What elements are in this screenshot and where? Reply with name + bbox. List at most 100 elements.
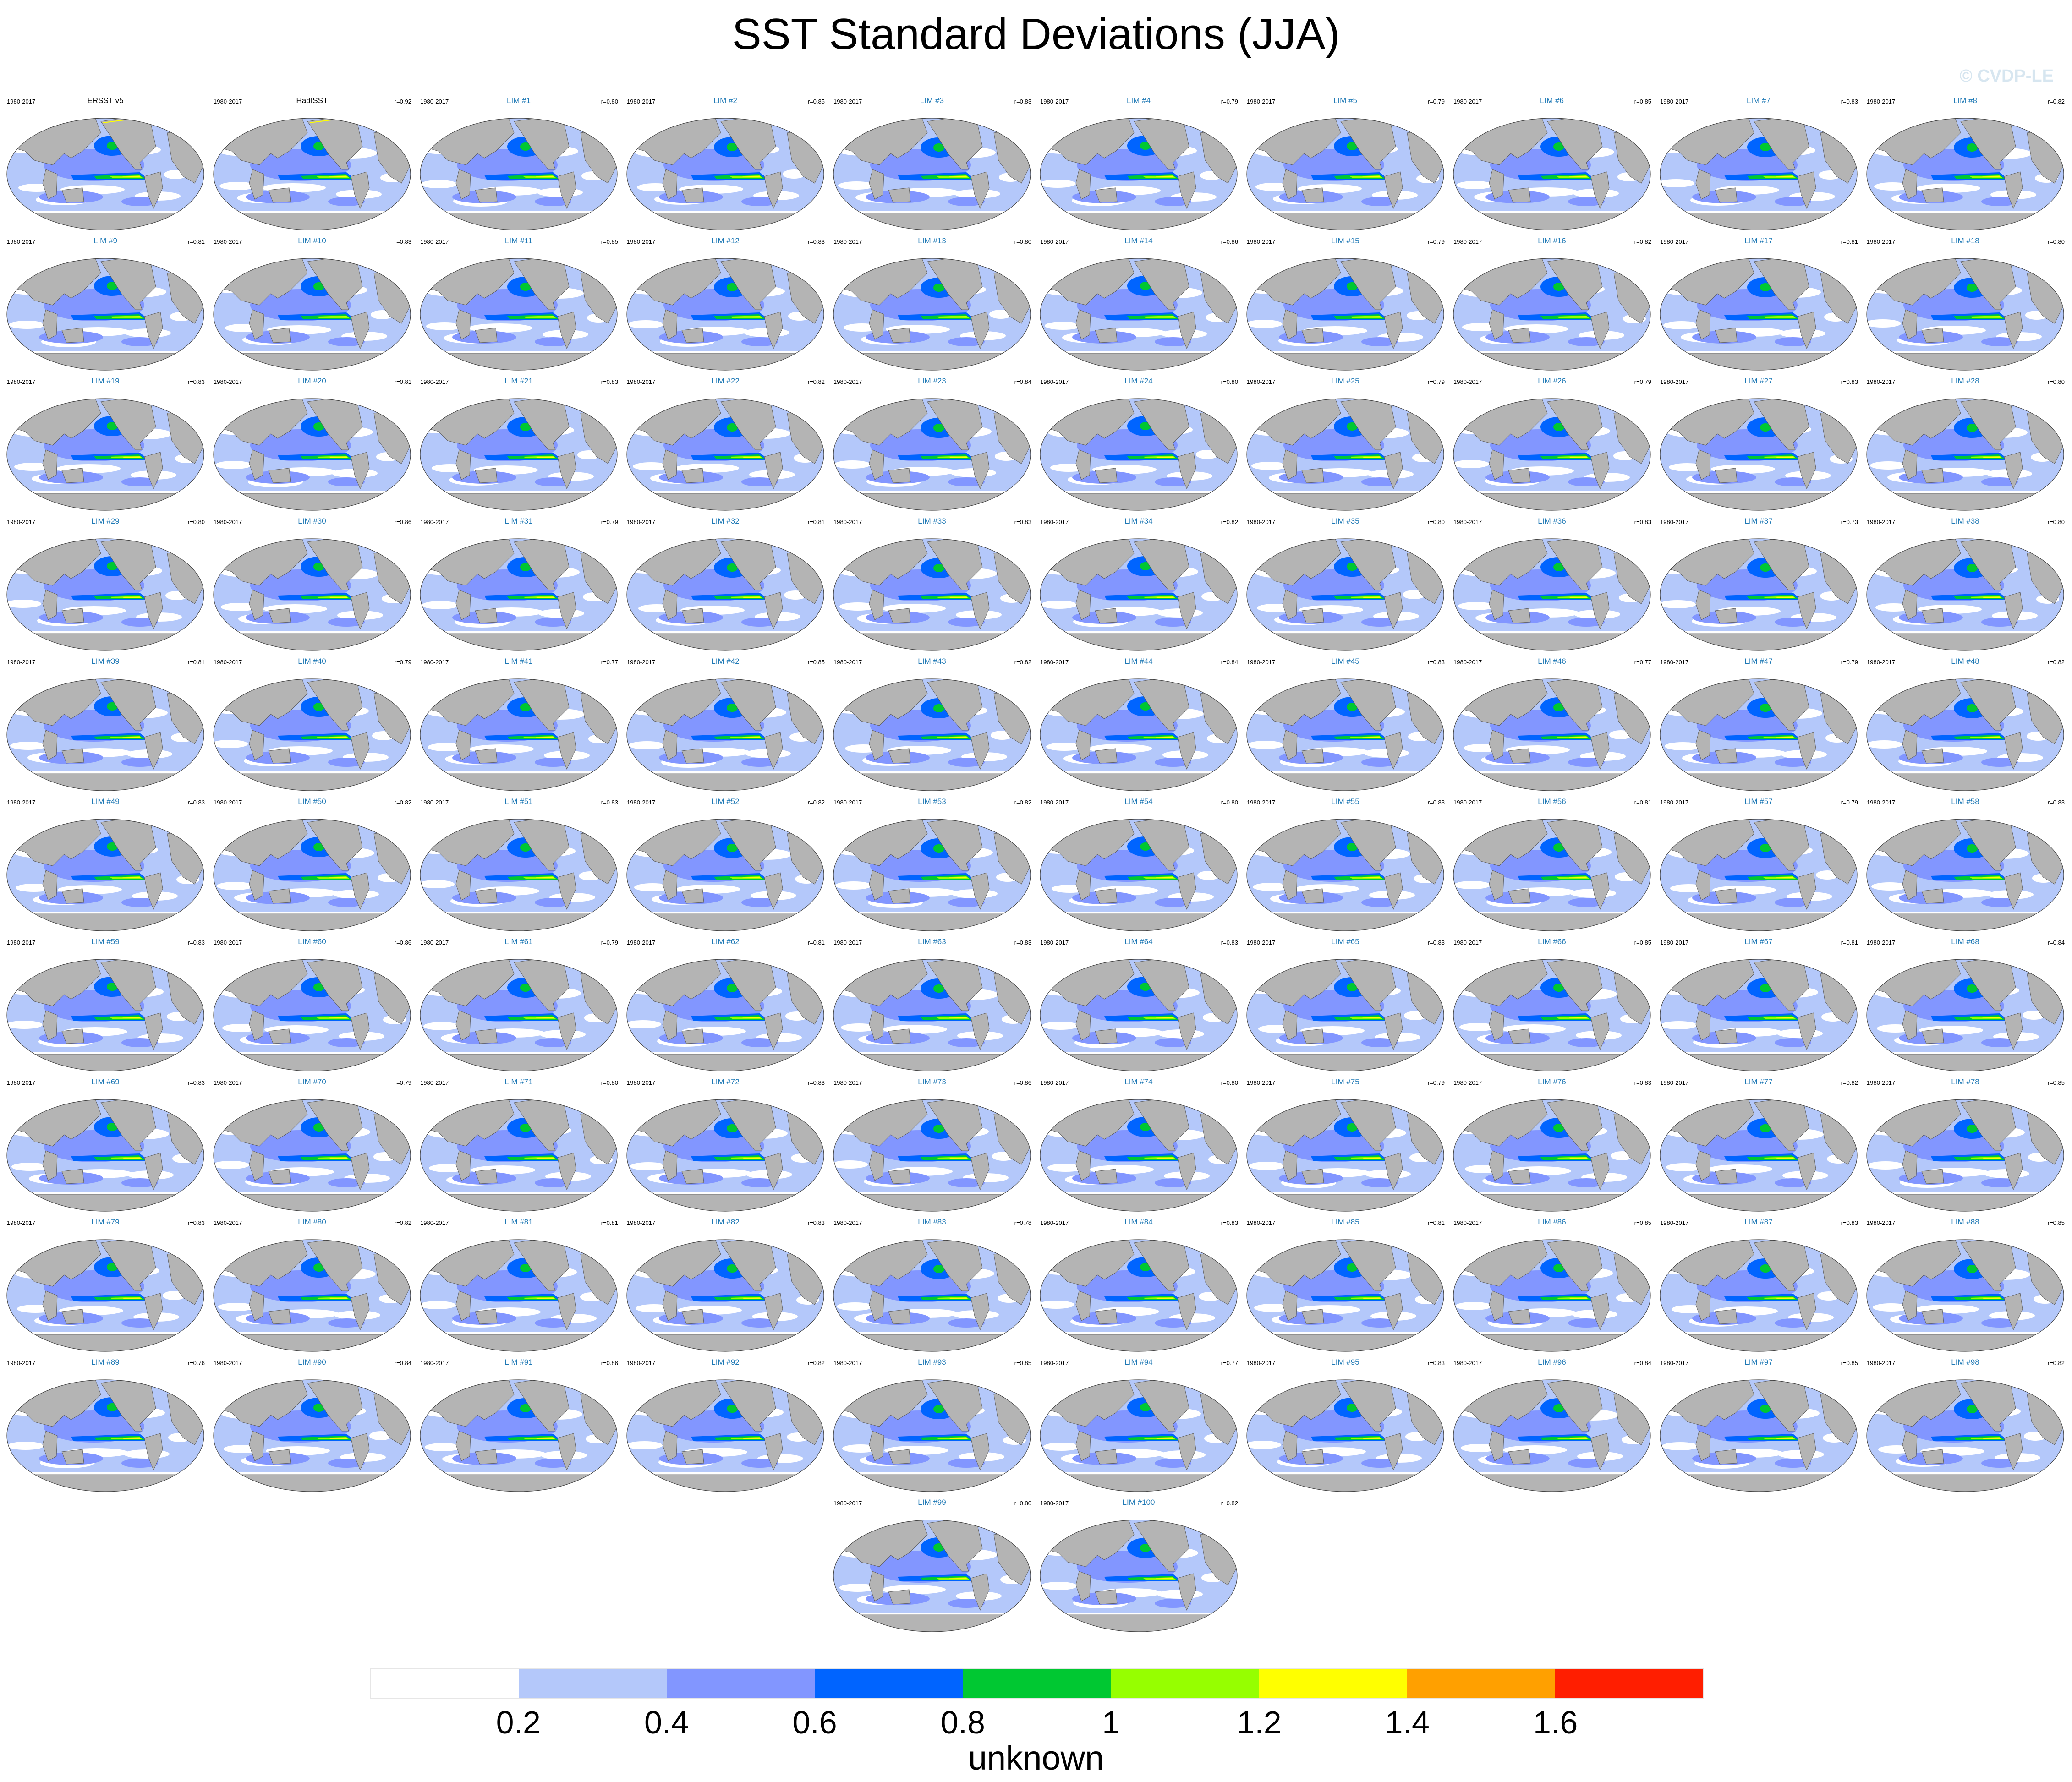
- panel-period: 1980-2017: [833, 1500, 862, 1507]
- panel-period: 1980-2017: [1247, 799, 1276, 806]
- panel-title: LIM #66: [1538, 937, 1566, 946]
- panel-pattern-correlation: r=0.83: [807, 1079, 825, 1086]
- panel-period: 1980-2017: [1660, 939, 1689, 946]
- panel-pattern-correlation: r=0.79: [601, 939, 618, 946]
- panel-title: LIM #99: [918, 1498, 946, 1507]
- panel-title: LIM #70: [298, 1077, 326, 1086]
- map-panel: 1980-2017 LIM #9 r=0.81: [2, 236, 208, 374]
- panel-title: LIM #29: [91, 517, 120, 525]
- panel-title: LIM #2: [713, 96, 737, 105]
- sst-std-map: [833, 398, 1031, 511]
- sst-std-map: [213, 1379, 411, 1492]
- panel-pattern-correlation: r=0.79: [1427, 238, 1445, 245]
- panel-period: 1980-2017: [627, 1079, 656, 1086]
- panel-period: 1980-2017: [1247, 238, 1276, 245]
- panel-title: LIM #53: [918, 797, 946, 806]
- panel-pattern-correlation: r=0.82: [1841, 1079, 1858, 1086]
- sst-std-map: [1660, 1099, 1858, 1212]
- map-panel: 1980-2017 LIM #64 r=0.83: [1036, 937, 1242, 1075]
- panel-pattern-correlation: r=0.82: [1221, 519, 1238, 525]
- sst-std-map: [6, 538, 204, 651]
- panel-pattern-correlation: r=0.82: [1221, 1500, 1238, 1507]
- panel-pattern-correlation: r=0.85: [1841, 1360, 1858, 1367]
- panel-pattern-correlation: r=0.82: [807, 799, 825, 806]
- panel-period: 1980-2017: [1660, 659, 1689, 666]
- panel-title: LIM #83: [918, 1218, 946, 1226]
- panel-pattern-correlation: r=0.83: [601, 378, 618, 385]
- sst-std-map: [1246, 959, 1444, 1071]
- panel-pattern-correlation: r=0.81: [601, 1219, 618, 1226]
- panel-pattern-correlation: r=0.83: [1634, 1079, 1651, 1086]
- map-panel: 1980-2017 LIM #18 r=0.80: [1862, 236, 2068, 374]
- colorbar-cell: [1259, 1669, 1407, 1698]
- panel-period: 1980-2017: [627, 98, 656, 105]
- panel-pattern-correlation: r=0.83: [1221, 1219, 1238, 1226]
- colorbar-cell: [963, 1669, 1111, 1698]
- panel-period: 1980-2017: [1040, 378, 1069, 385]
- map-panel: 1980-2017 LIM #92 r=0.82: [622, 1358, 828, 1495]
- colorbar-cell: [371, 1669, 519, 1698]
- map-panel: 1980-2017 LIM #83 r=0.78: [829, 1218, 1035, 1355]
- panel-period: 1980-2017: [1453, 1079, 1482, 1086]
- map-panel: 1980-2017 LIM #46 r=0.77: [1449, 657, 1655, 794]
- sst-std-map: [1866, 678, 2064, 791]
- sst-std-map: [626, 118, 824, 230]
- map-panel: 1980-2017 LIM #28 r=0.80: [1862, 377, 2068, 514]
- panel-pattern-correlation: r=0.83: [1841, 1219, 1858, 1226]
- sst-std-map: [420, 258, 618, 371]
- map-panel: 1980-2017 LIM #42 r=0.85: [622, 657, 828, 794]
- sst-std-map: [420, 1379, 618, 1492]
- panel-pattern-correlation: r=0.85: [601, 238, 618, 245]
- sst-std-map: [1866, 819, 2064, 931]
- panel-period: 1980-2017: [1040, 1360, 1069, 1367]
- panel-title: LIM #81: [504, 1218, 533, 1226]
- panel-period: 1980-2017: [214, 939, 242, 946]
- panel-title: LIM #78: [1951, 1077, 1979, 1086]
- sst-std-map: [1246, 398, 1444, 511]
- panel-pattern-correlation: r=0.85: [1634, 939, 1651, 946]
- panel-title: LIM #91: [504, 1358, 533, 1367]
- panel-period: 1980-2017: [214, 98, 242, 105]
- map-panel: 1980-2017 LIM #61 r=0.79: [416, 937, 622, 1075]
- panel-period: 1980-2017: [1453, 939, 1482, 946]
- panel-title: LIM #43: [918, 657, 946, 666]
- panel-pattern-correlation: r=0.79: [601, 519, 618, 525]
- panel-pattern-correlation: r=0.79: [1634, 378, 1651, 385]
- panel-title: LIM #72: [711, 1077, 740, 1086]
- panel-title: LIM #92: [711, 1358, 740, 1367]
- map-panel: 1980-2017 LIM #70 r=0.79: [209, 1077, 415, 1215]
- panel-period: 1980-2017: [627, 378, 656, 385]
- panel-pattern-correlation: r=0.79: [1427, 378, 1445, 385]
- panel-pattern-correlation: r=0.83: [187, 1219, 205, 1226]
- sst-std-map: [1040, 678, 1238, 791]
- map-panel: 1980-2017 LIM #33 r=0.83: [829, 517, 1035, 654]
- panel-title: LIM #9: [93, 236, 117, 245]
- map-panel: 1980-2017 LIM #2 r=0.85: [622, 96, 828, 234]
- map-panel: 1980-2017 LIM #98 r=0.82: [1862, 1358, 2068, 1495]
- map-panel: 1980-2017 LIM #96 r=0.84: [1449, 1358, 1655, 1495]
- panel-pattern-correlation: r=0.84: [2047, 939, 2065, 946]
- panel-period: 1980-2017: [1040, 98, 1069, 105]
- panel-pattern-correlation: r=0.80: [601, 1079, 618, 1086]
- sst-std-map: [1660, 959, 1858, 1071]
- sst-std-map: [1660, 1239, 1858, 1352]
- panel-title: LIM #3: [920, 96, 944, 105]
- sst-std-map: [833, 959, 1031, 1071]
- panel-title: LIM #88: [1951, 1218, 1979, 1226]
- panel-title: LIM #93: [918, 1358, 946, 1367]
- map-panel: 1980-2017 LIM #4 r=0.79: [1036, 96, 1242, 234]
- panel-title: LIM #84: [1124, 1218, 1153, 1226]
- map-panel: 1980-2017 LIM #8 r=0.82: [1862, 96, 2068, 234]
- panel-pattern-correlation: r=0.85: [807, 659, 825, 666]
- panel-title: LIM #82: [711, 1218, 740, 1226]
- panel-pattern-correlation: r=0.81: [394, 378, 411, 385]
- panel-title: LIM #64: [1124, 937, 1153, 946]
- panel-pattern-correlation: r=0.82: [394, 799, 411, 806]
- sst-std-map: [1040, 1520, 1238, 1632]
- panel-title: LIM #4: [1127, 96, 1151, 105]
- panel-pattern-correlation: r=0.81: [1634, 799, 1651, 806]
- map-panel: 1980-2017 LIM #63 r=0.83: [829, 937, 1035, 1075]
- sst-std-map: [1453, 118, 1651, 230]
- colorbar-cell: [1407, 1669, 1555, 1698]
- map-panel: 1980-2017 LIM #89 r=0.76: [2, 1358, 208, 1495]
